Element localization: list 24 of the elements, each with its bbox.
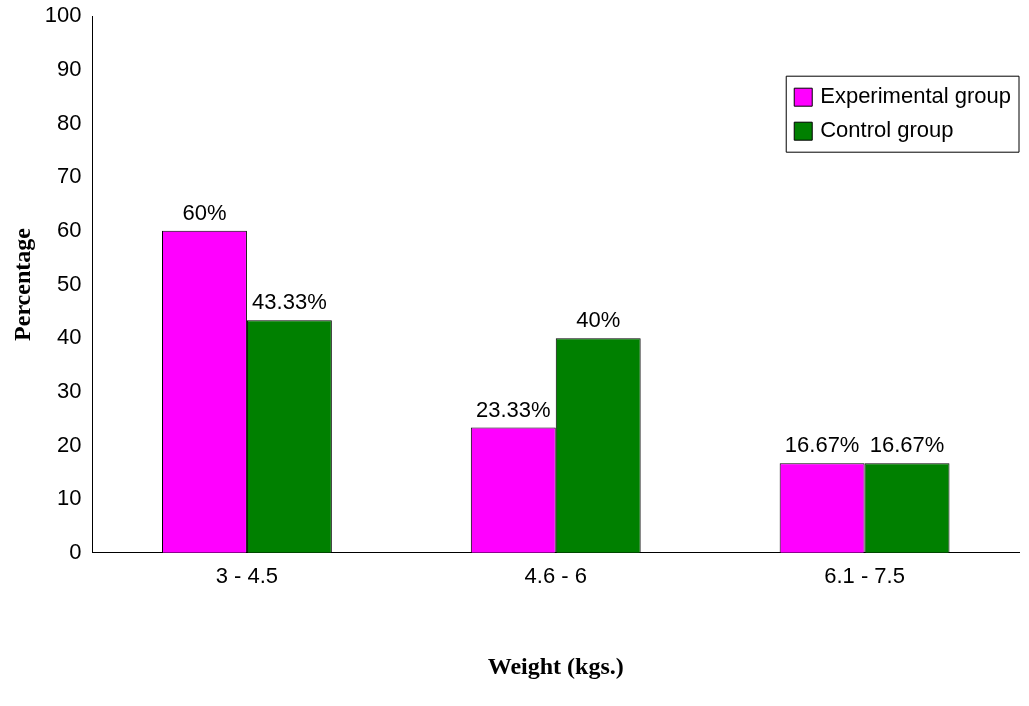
legend-label: Experimental group — [820, 83, 1012, 109]
y-tick-label: 50 — [57, 270, 82, 296]
y-tick-label: 90 — [57, 55, 82, 81]
x-tick-label: 4.6 - 6 — [524, 563, 587, 589]
y-axis-title: Percentage — [8, 227, 35, 341]
y-tick-label: 0 — [69, 538, 82, 564]
y-tick-label: 100 — [44, 2, 82, 28]
y-tick-label: 70 — [57, 163, 82, 189]
legend-label: Control group — [820, 117, 954, 143]
y-tick-label: 40 — [57, 324, 82, 350]
data-label: 43.33% — [252, 289, 327, 315]
data-label: 40% — [576, 307, 621, 333]
x-axis-title: Weight (kgs.) — [487, 652, 624, 679]
x-tick-label: 3 - 4.5 — [215, 563, 279, 589]
x-tick-label: 6.1 - 7.5 — [824, 563, 905, 589]
y-tick-label: 60 — [57, 216, 82, 242]
y-tick-label: 80 — [57, 109, 82, 135]
data-label: 60% — [182, 199, 227, 225]
y-tick-label: 10 — [57, 485, 82, 511]
data-label: 16.67% — [784, 432, 860, 458]
data-label: 23.33% — [475, 396, 551, 422]
y-tick-label: 20 — [57, 431, 82, 457]
y-tick-label: 30 — [57, 377, 82, 403]
data-label: 16.67% — [869, 432, 945, 458]
